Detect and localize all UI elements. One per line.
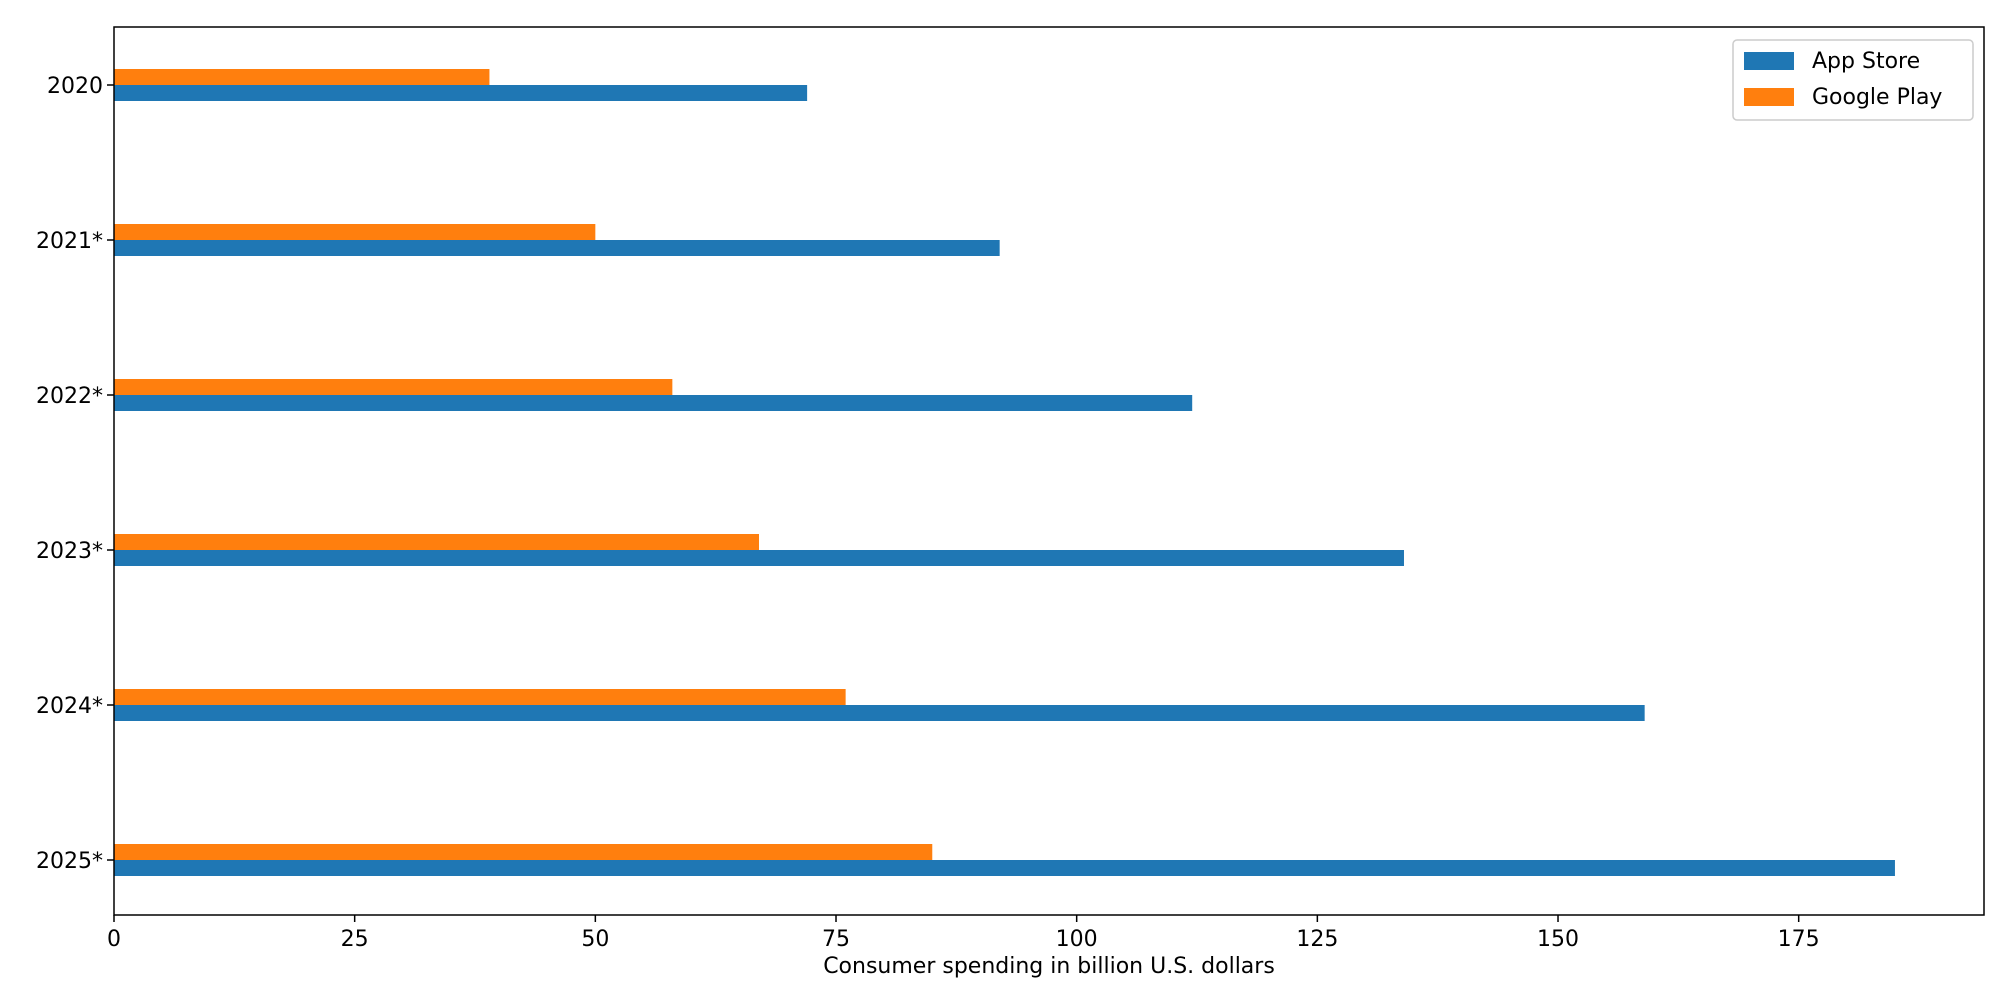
x-tick-label: 100 — [1056, 927, 1098, 952]
y-axis: 2020 2021* 2022* 2023* 2024* 2025* — [36, 74, 114, 874]
x-tick-label: 25 — [341, 927, 369, 952]
y-tick-label: 2020 — [47, 74, 103, 99]
bar-google-play-2025 — [114, 844, 933, 860]
bar-app-store-2021 — [114, 240, 1000, 256]
x-tick-label: 50 — [581, 927, 609, 952]
bar-app-store-2024 — [114, 705, 1645, 721]
y-tick-label: 2021* — [36, 229, 103, 254]
y-tick-label: 2025* — [36, 849, 103, 874]
bar-google-play-2022 — [114, 379, 673, 395]
legend-swatch-google-play — [1744, 88, 1794, 106]
legend-label-google-play: Google Play — [1812, 85, 1942, 110]
legend: App Store Google Play — [1732, 39, 1974, 121]
bar-app-store-2022 — [114, 395, 1193, 411]
x-tick-label: 125 — [1296, 927, 1338, 952]
x-tick-label: 75 — [822, 927, 850, 952]
bar-google-play-2024 — [114, 689, 846, 705]
bar-app-store-2023 — [114, 550, 1404, 566]
bar-app-store-2025 — [114, 860, 1895, 876]
legend-label-app-store: App Store — [1812, 49, 1920, 74]
bar-google-play-2021 — [114, 224, 596, 240]
bar-app-store-2020 — [114, 85, 808, 101]
legend-swatch-app-store — [1744, 52, 1794, 70]
plot-frame — [113, 26, 1985, 916]
y-tick-label: 2022* — [36, 384, 103, 409]
bars-layer — [114, 69, 1895, 876]
y-tick-label: 2023* — [36, 539, 103, 564]
bar-google-play-2023 — [114, 534, 759, 550]
x-tick-label: 0 — [107, 927, 121, 952]
x-axis: 0 25 50 75 100 125 150 175 — [107, 915, 1820, 952]
bar-google-play-2020 — [114, 69, 490, 85]
x-tick-label: 175 — [1778, 927, 1820, 952]
x-tick-label: 150 — [1537, 927, 1579, 952]
x-axis-label: Consumer spending in billion U.S. dollar… — [823, 954, 1275, 979]
y-tick-label: 2024* — [36, 694, 103, 719]
